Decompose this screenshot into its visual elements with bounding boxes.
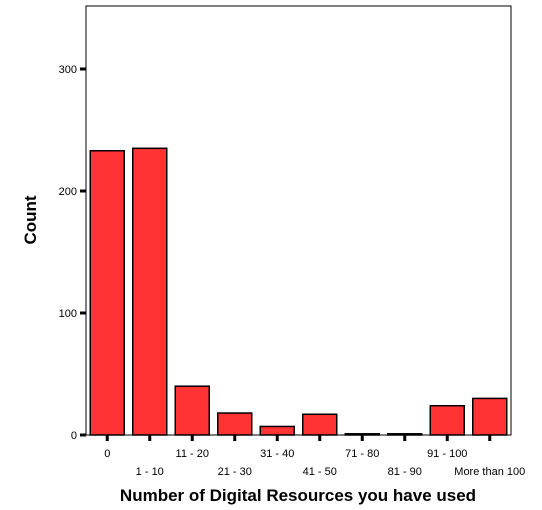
y-tick-label: 200: [59, 186, 77, 198]
bar: [217, 412, 253, 436]
bar: [344, 433, 380, 436]
x-axis: 0 1 - 10 11 - 20 21 - 30 31 - 40 41 - 50 71 - …: [104, 435, 525, 478]
x-tick-label: 41 - 50: [303, 466, 337, 478]
x-tick-label: 81 - 90: [388, 466, 422, 478]
bar: [174, 385, 210, 436]
bar: [89, 149, 125, 436]
x-tick-label: 0: [104, 448, 110, 460]
x-tick-label: 91 - 100: [427, 448, 467, 460]
bar: [387, 433, 423, 436]
bar: [132, 147, 168, 436]
x-tick-label: 21 - 30: [218, 466, 252, 478]
bar: [429, 404, 465, 436]
x-tick-label: 71 - 80: [345, 448, 379, 460]
x-tick-label: 31 - 40: [260, 448, 294, 460]
x-tick-label: 11 - 20: [176, 448, 209, 460]
y-tick-label: 100: [59, 308, 77, 320]
x-axis-title: Number of Digital Resources you have use…: [120, 486, 476, 505]
y-axis-title: Count: [21, 195, 40, 244]
x-tick-label: 1 - 10: [136, 466, 164, 478]
y-tick-label: 0: [71, 430, 77, 442]
bar: [259, 425, 295, 436]
bar: [472, 397, 508, 436]
y-axis: 0 100 200 300: [59, 64, 86, 442]
plot-area-frame: [85, 5, 512, 436]
y-tick-label: 300: [59, 64, 77, 76]
bar: [302, 413, 338, 436]
bars-group: [89, 147, 508, 436]
x-tick-label: More than 100: [454, 466, 525, 478]
